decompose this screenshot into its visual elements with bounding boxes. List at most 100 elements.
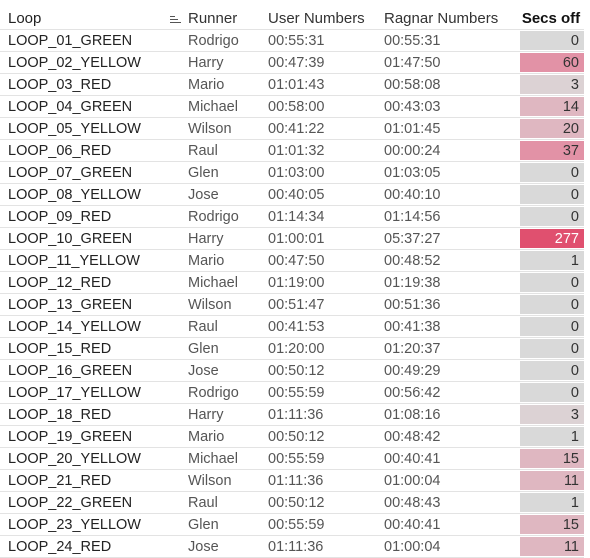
table-row[interactable]: LOOP_07_GREEN Glen 01:03:00 01:03:05 0 bbox=[0, 161, 584, 184]
user-numbers-cell: 01:00:01 bbox=[268, 230, 325, 247]
loop-cell: LOOP_08_YELLOW bbox=[8, 186, 141, 203]
runner-cell: Glen bbox=[188, 516, 219, 533]
loop-cell: LOOP_13_GREEN bbox=[8, 296, 133, 313]
user-numbers-cell: 01:14:34 bbox=[268, 208, 325, 225]
runner-cell: Jose bbox=[188, 362, 219, 379]
ragnar-numbers-cell: 01:20:37 bbox=[384, 340, 441, 357]
runner-cell: Glen bbox=[188, 164, 219, 181]
table-row[interactable]: LOOP_02_YELLOW Harry 00:47:39 01:47:50 60 bbox=[0, 51, 584, 74]
secs-off-cell: 1 bbox=[518, 250, 584, 272]
user-numbers-cell: 00:41:53 bbox=[268, 318, 325, 335]
loop-column-header[interactable]: Loop bbox=[0, 8, 188, 30]
secs-off-column-header[interactable]: Secs off bbox=[521, 10, 581, 27]
table-row[interactable]: LOOP_23_YELLOW Glen 00:55:59 00:40:41 15 bbox=[0, 513, 584, 536]
loop-cell: LOOP_12_RED bbox=[8, 274, 112, 291]
secs-off-value: 1 bbox=[520, 250, 584, 271]
runner-cell: Mario bbox=[188, 76, 225, 93]
ragnar-numbers-cell: 01:14:56 bbox=[384, 208, 441, 225]
runner-cell: Rodrigo bbox=[188, 384, 239, 401]
table-row[interactable]: LOOP_12_RED Michael 01:19:00 01:19:38 0 bbox=[0, 271, 584, 294]
user-numbers-cell: 00:47:50 bbox=[268, 252, 325, 269]
loop-cell: LOOP_15_RED bbox=[8, 340, 112, 357]
table-row[interactable]: LOOP_19_GREEN Mario 00:50:12 00:48:42 1 bbox=[0, 425, 584, 448]
secs-off-value: 0 bbox=[520, 206, 584, 227]
runner-cell: Glen bbox=[188, 340, 219, 357]
table-row[interactable]: LOOP_11_YELLOW Mario 00:47:50 00:48:52 1 bbox=[0, 249, 584, 272]
ragnar-numbers-cell: 00:41:38 bbox=[384, 318, 441, 335]
secs-off-cell: 0 bbox=[518, 338, 584, 360]
secs-off-cell: 0 bbox=[518, 294, 584, 316]
secs-off-value: 15 bbox=[520, 514, 584, 535]
user-numbers-cell: 00:41:22 bbox=[268, 120, 325, 137]
ragnar-numbers-column-header[interactable]: Ragnar Numbers bbox=[384, 10, 499, 27]
secs-off-value: 0 bbox=[520, 338, 584, 359]
ragnar-numbers-cell: 01:00:04 bbox=[384, 472, 441, 489]
loop-cell: LOOP_05_YELLOW bbox=[8, 120, 141, 137]
sort-icon[interactable] bbox=[170, 15, 182, 25]
table-row[interactable]: LOOP_16_GREEN Jose 00:50:12 00:49:29 0 bbox=[0, 359, 584, 382]
secs-off-value: 1 bbox=[520, 492, 584, 513]
ragnar-numbers-cell: 01:00:04 bbox=[384, 538, 441, 555]
table-row[interactable]: LOOP_21_RED Wilson 01:11:36 01:00:04 11 bbox=[0, 469, 584, 492]
ragnar-numbers-cell: 00:48:42 bbox=[384, 428, 441, 445]
runner-cell: Raul bbox=[188, 494, 218, 511]
runner-column-header[interactable]: Runner bbox=[188, 10, 238, 27]
loop-cell: LOOP_24_RED bbox=[8, 538, 112, 555]
loop-cell: LOOP_03_RED bbox=[8, 76, 112, 93]
loop-cell: LOOP_06_RED bbox=[8, 142, 112, 159]
ragnar-numbers-cell: 00:56:42 bbox=[384, 384, 441, 401]
secs-off-value: 0 bbox=[520, 316, 584, 337]
user-numbers-column-header[interactable]: User Numbers bbox=[268, 10, 365, 27]
secs-off-cell: 20 bbox=[518, 118, 584, 140]
secs-off-value: 1 bbox=[520, 426, 584, 447]
table-row[interactable]: LOOP_06_RED Raul 01:01:32 00:00:24 37 bbox=[0, 139, 584, 162]
loop-cell: LOOP_21_RED bbox=[8, 472, 112, 489]
table-row[interactable]: LOOP_04_GREEN Michael 00:58:00 00:43:03 14 bbox=[0, 95, 584, 118]
secs-off-cell: 37 bbox=[518, 140, 584, 162]
secs-off-cell: 14 bbox=[518, 96, 584, 118]
secs-off-value: 0 bbox=[520, 30, 584, 51]
runner-cell: Rodrigo bbox=[188, 32, 239, 49]
secs-off-cell: 15 bbox=[518, 448, 584, 470]
table-body: LOOP_01_GREEN Rodrigo 00:55:31 00:55:31 0 LOO… bbox=[0, 29, 584, 558]
table-row[interactable]: LOOP_22_GREEN Raul 00:50:12 00:48:43 1 bbox=[0, 491, 584, 514]
runner-cell: Mario bbox=[188, 252, 225, 269]
secs-off-value: 11 bbox=[520, 470, 584, 491]
table-row[interactable]: LOOP_24_RED Jose 01:11:36 01:00:04 11 bbox=[0, 535, 584, 558]
user-numbers-cell: 01:11:36 bbox=[268, 472, 324, 489]
secs-off-cell: 0 bbox=[518, 360, 584, 382]
table-row[interactable]: LOOP_20_YELLOW Michael 00:55:59 00:40:41 15 bbox=[0, 447, 584, 470]
loop-cell: LOOP_16_GREEN bbox=[8, 362, 133, 379]
ragnar-numbers-cell: 01:47:50 bbox=[384, 54, 441, 71]
secs-off-cell: 60 bbox=[518, 52, 584, 74]
user-numbers-cell: 00:51:47 bbox=[268, 296, 325, 313]
table-row[interactable]: LOOP_10_GREEN Harry 01:00:01 05:37:27 277 bbox=[0, 227, 584, 250]
table-row[interactable]: LOOP_17_YELLOW Rodrigo 00:55:59 00:56:42 0 bbox=[0, 381, 584, 404]
table-row[interactable]: LOOP_14_YELLOW Raul 00:41:53 00:41:38 0 bbox=[0, 315, 584, 338]
runner-cell: Harry bbox=[188, 230, 224, 247]
loop-cell: LOOP_19_GREEN bbox=[8, 428, 133, 445]
loop-cell: LOOP_18_RED bbox=[8, 406, 112, 423]
ragnar-numbers-cell: 01:01:45 bbox=[384, 120, 441, 137]
runner-cell: Mario bbox=[188, 428, 225, 445]
secs-off-value: 0 bbox=[520, 382, 584, 403]
table-row[interactable]: LOOP_13_GREEN Wilson 00:51:47 00:51:36 0 bbox=[0, 293, 584, 316]
user-numbers-cell: 01:01:43 bbox=[268, 76, 325, 93]
table-row[interactable]: LOOP_05_YELLOW Wilson 00:41:22 01:01:45 20 bbox=[0, 117, 584, 140]
runner-cell: Rodrigo bbox=[188, 208, 239, 225]
secs-off-cell: 1 bbox=[518, 492, 584, 514]
table-row[interactable]: LOOP_03_RED Mario 01:01:43 00:58:08 3 bbox=[0, 73, 584, 96]
table-row[interactable]: LOOP_15_RED Glen 01:20:00 01:20:37 0 bbox=[0, 337, 584, 360]
table-row[interactable]: LOOP_09_RED Rodrigo 01:14:34 01:14:56 0 bbox=[0, 205, 584, 228]
user-numbers-cell: 01:03:00 bbox=[268, 164, 325, 181]
ragnar-numbers-cell: 00:40:10 bbox=[384, 186, 441, 203]
table-row[interactable]: LOOP_01_GREEN Rodrigo 00:55:31 00:55:31 0 bbox=[0, 29, 584, 52]
table-row[interactable]: LOOP_08_YELLOW Jose 00:40:05 00:40:10 0 bbox=[0, 183, 584, 206]
crosstab-view: Loop Runner User Numbers Ragnar Numbers … bbox=[0, 8, 584, 558]
ragnar-numbers-cell: 00:00:24 bbox=[384, 142, 441, 159]
user-numbers-cell: 00:55:31 bbox=[268, 32, 325, 49]
user-numbers-cell: 00:47:39 bbox=[268, 54, 325, 71]
table-row[interactable]: LOOP_18_RED Harry 01:11:36 01:08:16 3 bbox=[0, 403, 584, 426]
secs-off-cell: 277 bbox=[518, 228, 584, 250]
runner-cell: Raul bbox=[188, 318, 218, 335]
